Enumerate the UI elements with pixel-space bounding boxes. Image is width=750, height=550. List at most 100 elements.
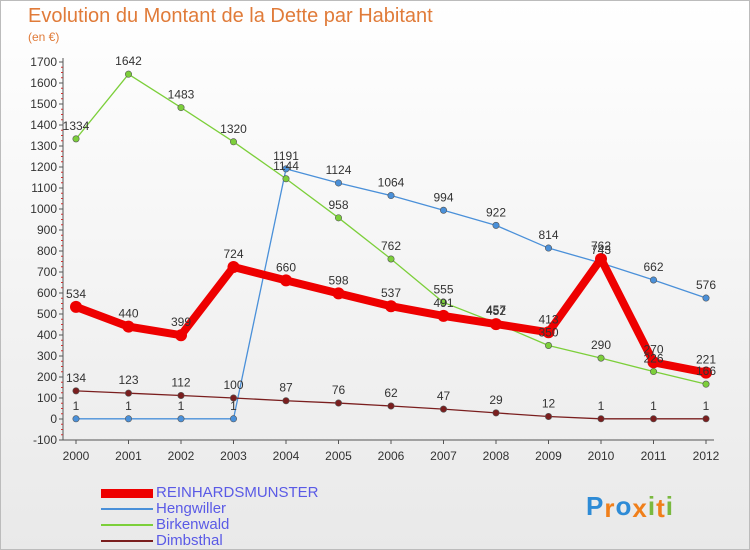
x-tick-label: 2000 [63, 449, 90, 463]
data-point [437, 309, 450, 322]
y-tick-label: 1100 [31, 181, 57, 195]
legend-item: Birkenwald [101, 517, 319, 533]
data-label: 166 [696, 364, 716, 378]
data-point [282, 175, 290, 183]
data-label: 100 [223, 378, 243, 392]
x-tick-label: 2009 [535, 449, 562, 463]
legend-label: REINHARDSMUNSTER [156, 484, 319, 501]
logo-letter: i [665, 491, 674, 521]
data-point [595, 252, 607, 265]
data-label: 29 [489, 393, 503, 407]
data-label: 1483 [168, 88, 195, 102]
data-label: 134 [66, 371, 86, 385]
x-tick-label: 2005 [325, 449, 352, 463]
y-tick-label: 800 [37, 244, 57, 258]
logo-letter: P [586, 491, 605, 521]
legend-item: Dimbsthal [101, 533, 319, 549]
data-label: 1144 [273, 159, 299, 173]
y-tick-label: 1500 [30, 97, 57, 111]
x-tick-label: 2011 [641, 449, 667, 463]
y-tick-label: 500 [37, 307, 57, 321]
data-point [230, 415, 238, 423]
data-label: 762 [591, 239, 611, 253]
data-label: 1320 [220, 122, 247, 136]
data-label: 724 [223, 247, 243, 261]
data-label: 660 [276, 260, 296, 274]
data-label: 12 [542, 396, 556, 410]
data-label: 1334 [63, 119, 90, 133]
data-label: 743 [591, 243, 611, 257]
data-point [387, 402, 395, 410]
data-point [282, 165, 290, 173]
data-label: 221 [696, 353, 716, 367]
data-label: 62 [384, 386, 398, 400]
data-point [334, 399, 342, 407]
proxiti-logo: Proxiti [586, 491, 674, 523]
data-point [334, 179, 342, 187]
data-point [122, 320, 135, 333]
data-point [597, 415, 605, 423]
data-label: 922 [486, 205, 506, 219]
data-label: 994 [433, 190, 453, 204]
data-point [542, 326, 555, 339]
data-point [544, 412, 552, 420]
legend-swatch [101, 488, 153, 498]
data-label: 1 [230, 399, 237, 413]
data-label: 399 [171, 315, 191, 329]
data-point [387, 255, 395, 263]
data-label: 762 [381, 239, 401, 253]
logo-letter: r [604, 493, 616, 523]
data-point [597, 354, 605, 362]
data-label: 1 [73, 399, 80, 413]
y-tick-label: 600 [37, 286, 57, 300]
data-label: 1064 [378, 176, 405, 190]
y-tick-label: 1000 [30, 202, 57, 216]
data-label: 47 [437, 389, 451, 403]
data-point [439, 206, 447, 214]
data-point [72, 387, 80, 395]
logo-letter: x [632, 493, 648, 523]
data-point [280, 274, 292, 287]
y-tick-label: 900 [37, 223, 57, 237]
y-tick-label: 200 [37, 370, 57, 384]
data-point [125, 389, 133, 397]
data-label: 555 [433, 282, 453, 296]
data-point [492, 221, 500, 229]
y-tick-label: 1200 [30, 160, 57, 174]
data-label: 537 [381, 286, 401, 300]
y-tick-label: 1700 [30, 55, 57, 69]
data-point [125, 70, 133, 78]
y-tick-label: 400 [37, 328, 57, 342]
y-tick-label: 100 [37, 391, 57, 405]
data-point [227, 260, 240, 273]
legend-swatch [101, 524, 153, 526]
data-point [230, 394, 238, 402]
data-point [490, 318, 502, 331]
legend-label: Dimbsthal [156, 532, 223, 549]
data-point [544, 244, 552, 252]
legend-label: Hengwiller [156, 500, 227, 517]
data-label: 112 [171, 375, 190, 389]
x-tick-label: 2003 [220, 449, 247, 463]
x-tick-label: 2012 [693, 449, 720, 463]
x-tick-label: 2008 [483, 449, 510, 463]
data-point [387, 192, 395, 200]
data-point [702, 415, 710, 423]
data-label: 413 [538, 312, 558, 326]
y-tick-label: 1400 [30, 118, 57, 132]
data-point [649, 368, 657, 376]
data-label: 1642 [115, 54, 142, 68]
data-label: 1 [178, 399, 185, 413]
legend-item: REINHARDSMUNSTER [101, 485, 319, 501]
data-label: 814 [538, 228, 558, 242]
data-point [439, 405, 447, 413]
data-label: 1 [125, 399, 132, 413]
data-point [282, 397, 290, 405]
data-point [647, 356, 660, 369]
x-tick-label: 2004 [273, 449, 300, 463]
data-label: 576 [696, 278, 716, 292]
data-label: 662 [643, 260, 663, 274]
data-point [385, 300, 397, 313]
data-label: 598 [328, 273, 348, 287]
data-label: 1124 [326, 163, 352, 177]
